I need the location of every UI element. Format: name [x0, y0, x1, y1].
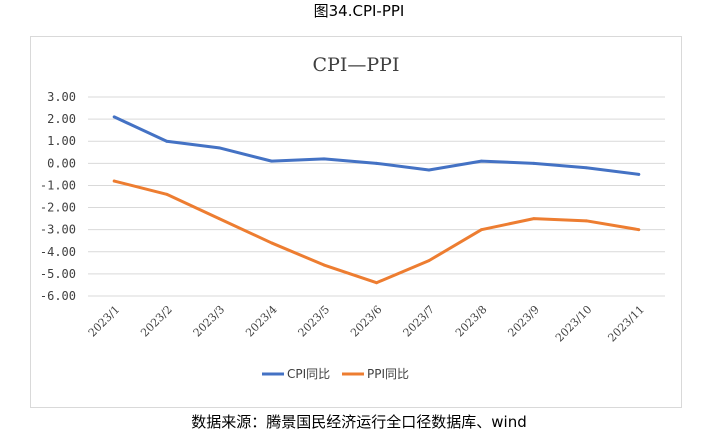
data-point [217, 146, 221, 150]
y-tick-label: -1.00 [40, 178, 76, 192]
chart-frame [30, 36, 682, 408]
data-point [427, 168, 431, 172]
x-tick-label: 2023/9 [505, 303, 542, 340]
data-point [480, 159, 483, 163]
x-tick-label: 2023/1 [86, 303, 123, 340]
data-point [322, 157, 326, 161]
x-tick-label: 2023/6 [348, 303, 385, 340]
series-layer [112, 115, 641, 285]
data-point [637, 172, 641, 176]
data-point [217, 217, 221, 221]
data-point [322, 263, 326, 267]
data-point [112, 115, 116, 119]
source-note: 数据来源：腾景国民经济运行全口径数据库、wind [191, 413, 527, 431]
data-point [532, 217, 536, 221]
y-tick-label: 2.00 [47, 112, 76, 126]
series-line-1 [112, 179, 641, 285]
y-tick-label: -2.00 [40, 201, 76, 215]
data-point [375, 161, 378, 165]
x-tick-label: 2023/2 [138, 303, 175, 340]
y-tick-label: -4.00 [40, 245, 76, 259]
series-line-0 [112, 115, 641, 176]
data-point [165, 139, 169, 143]
y-tick-label: 3.00 [47, 90, 76, 104]
data-point [480, 228, 483, 232]
chart-title: CPI—PPI [313, 54, 400, 76]
data-point [112, 179, 116, 183]
y-tick-label: 0.00 [47, 156, 76, 170]
data-point [270, 159, 273, 163]
data-point [375, 281, 378, 285]
y-axis: 3.00 2.00 1.00 0.00 -1.00 -2.00 -3.00 -4.00 -5.0… [40, 90, 76, 303]
legend: CPI同比 PPI同比 [262, 367, 409, 381]
figure-caption: 图34.CPI-PPI [313, 2, 405, 20]
data-point [584, 219, 588, 223]
y-tick-label: 1.00 [47, 134, 76, 148]
x-tick-label: 2023/11 [605, 303, 647, 345]
legend-label: CPI同比 [287, 367, 330, 381]
x-tick-label: 2023/8 [453, 303, 490, 340]
x-tick-label: 2023/3 [191, 303, 228, 340]
x-tick-label: 2023/10 [553, 303, 595, 345]
data-point [427, 259, 431, 263]
data-point [270, 241, 273, 245]
data-point [584, 166, 588, 170]
x-tick-label: 2023/7 [401, 303, 438, 340]
x-tick-label: 2023/4 [243, 303, 280, 340]
y-tick-label: -5.00 [40, 267, 76, 281]
legend-label: PPI同比 [367, 367, 409, 381]
y-tick-label: -3.00 [40, 223, 76, 237]
data-point [532, 161, 536, 165]
x-tick-label: 2023/5 [296, 303, 333, 340]
data-point [165, 192, 169, 196]
data-point [637, 228, 641, 232]
y-tick-label: -6.00 [40, 289, 76, 303]
x-axis: 2023/1 2023/2 2023/3 2023/4 2023/5 2023/6 2023… [86, 303, 647, 345]
gridlines [88, 96, 665, 297]
